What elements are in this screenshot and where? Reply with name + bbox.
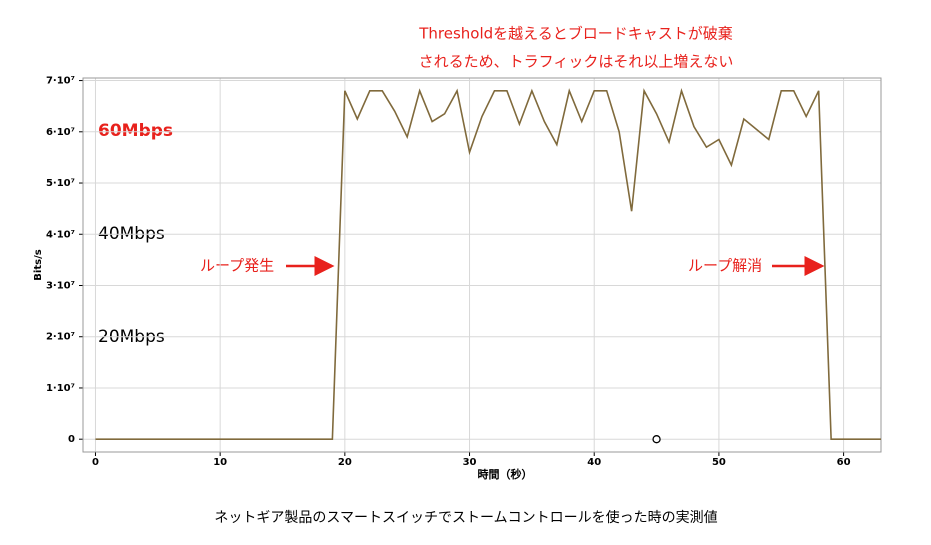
y-tick-label: 1·10⁷ <box>46 383 75 394</box>
point-marker <box>652 435 661 444</box>
chart-title: されるため、トラフィックはそれ以上増えない <box>419 53 734 71</box>
annotation: ループ発生 <box>200 257 274 275</box>
caption: ネットギア製品のスマートスイッチでストームコントロールを使った時の実測値 <box>214 509 717 526</box>
y-tick-label: 5·10⁷ <box>46 178 75 189</box>
x-axis-label: 時間（秒） <box>478 467 533 481</box>
plot-frame <box>82 77 882 453</box>
y-tick-label: 0 <box>68 434 75 445</box>
y-axis-label: Bits/s <box>33 249 44 280</box>
data-line <box>95 87 881 440</box>
x-tick-label: 40 <box>587 457 601 468</box>
y-tick-label: 7·10⁷ <box>46 76 75 87</box>
x-tick-label: 10 <box>213 457 227 468</box>
chart-title: Thresholdを越えるとブロードキャストが破棄 <box>418 25 732 43</box>
plot-area: 0 1·10⁷ 2·10⁷ 3·10⁷ 4·10⁷ 5·10⁷ 6·10⁷ 7·10⁷ 0 10 2… <box>46 76 882 468</box>
y-tick-label: 3·10⁷ <box>46 280 75 291</box>
y-tick-label: 6·10⁷ <box>46 127 75 138</box>
x-tick-label: 0 <box>92 457 99 468</box>
x-tick-label: 50 <box>712 457 726 468</box>
y-tick-label: 2·10⁷ <box>46 332 75 343</box>
annotation: ループ解消 <box>688 257 762 275</box>
x-tick-label: 60 <box>837 457 851 468</box>
annotation: 60Mbps <box>98 121 173 141</box>
x-tick-label: 30 <box>463 457 477 468</box>
x-tick-label: 20 <box>338 457 352 468</box>
y-tick-label: 4·10⁷ <box>46 229 75 240</box>
